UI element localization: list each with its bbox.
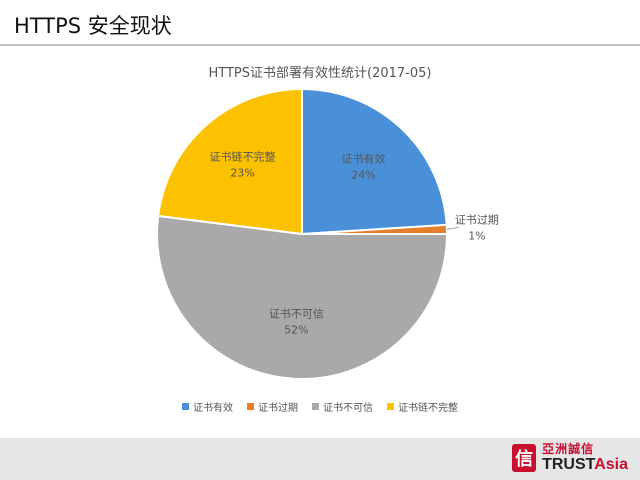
trustasia-logo: 信 亞洲誠信 TRUSTAsia [512,443,628,473]
title-divider [0,44,640,46]
slice-label: 证书不可信 [269,308,324,321]
slice-label: 证书有效 [342,151,386,165]
label-expired: 证书过期 1% [455,213,499,242]
legend-swatch [182,403,189,410]
slice-label: 证书链不完整 [210,150,276,164]
legend-swatch [312,403,319,410]
legend-label: 证书链不完整 [398,403,458,414]
chart-title: HTTPS证书部署有效性统计(2017-05) [208,66,432,81]
label-untrusted: 证书不可信 52% [269,308,324,337]
slice-valid [301,87,448,236]
legend-swatch [247,403,254,410]
label-valid: 证书有效 24% [342,151,386,181]
slice-untrusted [156,214,449,380]
slice-incomplete-chain [157,87,303,236]
legend-swatch [387,403,394,410]
logo-en-suffix: Asia [594,456,628,473]
logo-text: 亞洲誠信 TRUSTAsia [542,443,628,473]
legend-item-expired: 证书过期 [247,399,298,414]
logo-mark-icon: 信 [512,444,537,472]
leader-line [446,226,459,230]
slice-value: 52% [284,324,308,337]
logo-en: TRUSTAsia [542,457,628,473]
legend-label: 证书不可信 [323,403,373,414]
label-incomplete-chain: 证书链不完整 23% [210,150,276,180]
legend-label: 证书有效 [193,403,233,414]
legend: 证书有效 证书过期 证书不可信 证书链不完整 [0,399,640,414]
slide-title: HTTPS 安全现状 [14,14,172,38]
legend-item-valid: 证书有效 [182,399,233,414]
slice-value: 23% [230,167,254,180]
legend-item-incomplete-chain: 证书链不完整 [387,399,458,414]
slice-value: 1% [468,229,485,242]
legend-label: 证书过期 [258,403,298,414]
legend-item-untrusted: 证书不可信 [312,399,373,414]
slice-label: 证书过期 [455,213,499,226]
logo-en-prefix: TRUST [542,456,595,473]
logo-cn: 亞洲誠信 [542,442,595,456]
slice-value: 24% [351,168,375,181]
